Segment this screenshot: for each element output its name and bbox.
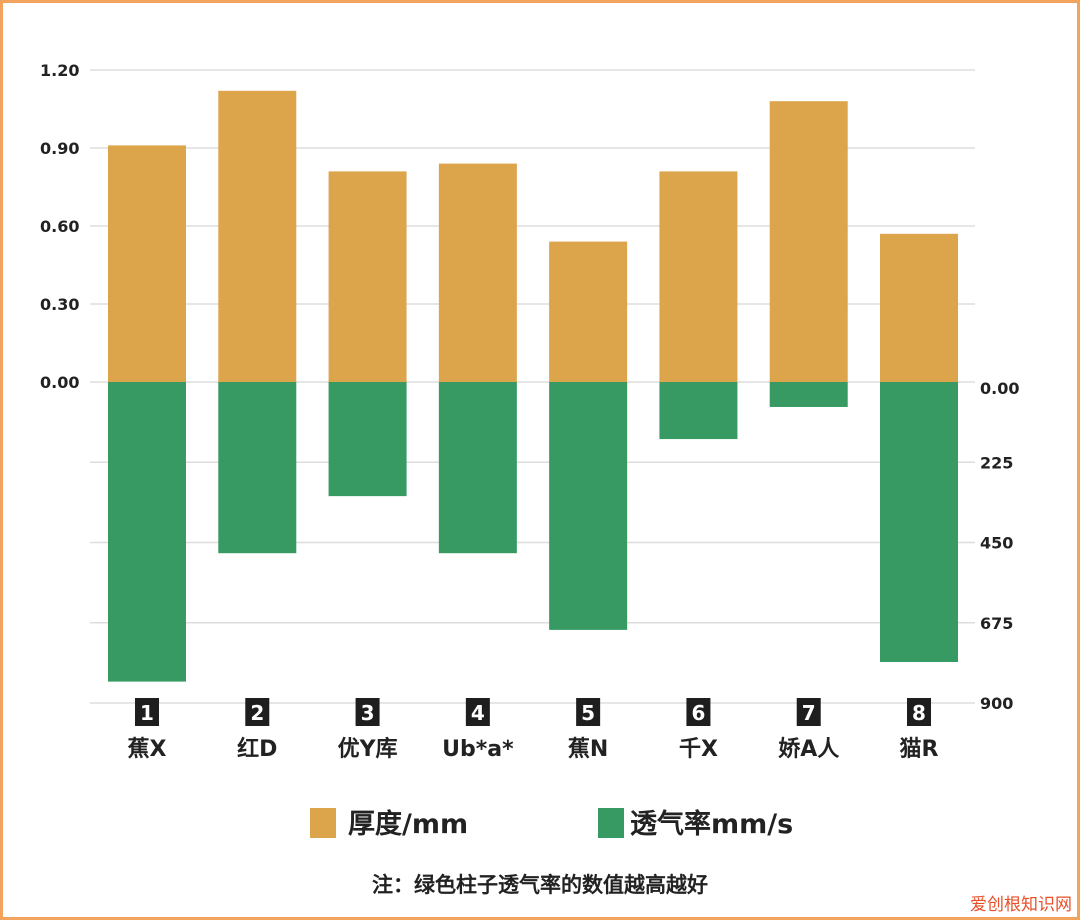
bar-thickness: [218, 90, 297, 383]
category-number: 8: [912, 701, 926, 725]
bar-thickness: [659, 171, 738, 382]
left-tick-label: 0.00: [40, 373, 79, 392]
category-label: 优Y库: [338, 736, 398, 762]
category-number-badge: [245, 698, 270, 726]
bar-permeability: [438, 382, 517, 554]
category-label: 娇A人: [778, 736, 839, 762]
bar-permeability: [549, 382, 628, 630]
category-number: 1: [140, 701, 154, 725]
watermark: 爱创根知识网: [970, 895, 1072, 915]
left-tick-label: 0.30: [40, 295, 79, 314]
bar-thickness: [769, 101, 848, 382]
right-tick-label: 900: [980, 694, 1013, 713]
category-number-badge: [135, 698, 159, 726]
legend-label-permeability: 透气率mm/s: [630, 808, 793, 840]
bar-thickness: [880, 233, 958, 382]
bar-thickness: [328, 171, 407, 382]
category-number: 4: [471, 701, 485, 725]
left-tick-label: 0.90: [40, 139, 79, 158]
legend-swatch-permeability: [598, 808, 624, 838]
right-tick-label: 675: [980, 614, 1013, 633]
legend-label-thickness: 厚度/mm: [348, 808, 468, 840]
category-number-badge: [686, 698, 711, 726]
right-tick-label: 225: [980, 453, 1013, 472]
category-label: 红D: [237, 736, 277, 762]
chart-note: 注：绿色柱子透气率的数值越高越好: [372, 873, 708, 897]
legend-swatch-thickness: [310, 808, 336, 838]
bar-permeability: [218, 382, 297, 554]
bar-thickness: [438, 163, 517, 382]
category-number-badge: [576, 698, 601, 726]
left-tick-label: 1.20: [40, 61, 79, 80]
category-number: 3: [361, 701, 375, 725]
bar-thickness: [108, 145, 186, 382]
category-number-badge: [796, 698, 821, 726]
bar-permeability: [328, 382, 407, 497]
bar-permeability: [880, 382, 958, 662]
category-number: 2: [250, 701, 264, 725]
category-label: 千X: [679, 737, 718, 762]
category-number-badge: [465, 698, 490, 726]
right-tick-label: 0.00: [980, 379, 1019, 398]
category-number-badge: [355, 698, 380, 726]
category-number: 7: [802, 701, 816, 725]
category-number: 6: [691, 701, 705, 725]
left-tick-label: 0.60: [40, 217, 79, 236]
bar-permeability: [769, 382, 848, 407]
category-number: 5: [581, 701, 595, 725]
category-label: 蕉N: [568, 737, 608, 762]
bar-permeability: [108, 382, 186, 682]
category-label: Ub*a*: [442, 737, 514, 762]
bar-thickness: [549, 241, 628, 382]
category-number-badge: [907, 698, 931, 726]
category-label: 猫R: [900, 737, 939, 762]
category-label: 蕉X: [128, 737, 167, 762]
right-tick-label: 450: [980, 534, 1013, 553]
bar-permeability: [659, 382, 738, 440]
